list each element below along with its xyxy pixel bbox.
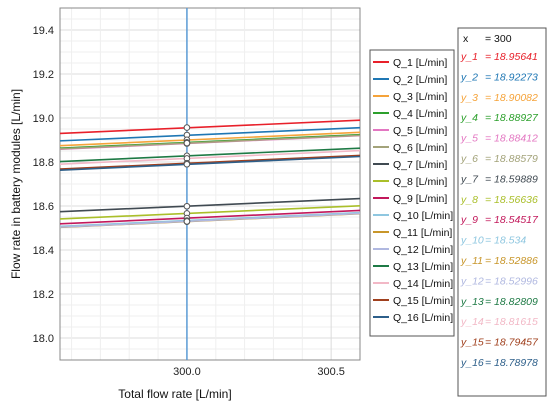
legend-label-q15: Q_15 [L/min] xyxy=(393,295,453,307)
y-tick-label: 18.6 xyxy=(33,201,54,213)
series-line-q6 xyxy=(59,134,361,150)
cursor-marker-1 xyxy=(183,124,191,131)
tick-labels: 18.0 18.2 18.4 18.6 18.8 19.0 19.2 19.4 300.0 300… xyxy=(33,25,345,378)
legend-label-q4: Q_4 [L/min] xyxy=(393,108,447,120)
legend-label-q2: Q_2 [L/min] xyxy=(393,74,447,86)
cursor-marker-12 xyxy=(183,218,191,225)
cursor-marker-16 xyxy=(183,160,191,168)
cursor-readout-label-15: y_15 xyxy=(460,337,484,349)
series-line-q15 xyxy=(59,154,361,170)
legend-label-q8: Q_8 [L/min] xyxy=(393,176,447,188)
x-axis-title: Total flow rate [L/min] xyxy=(118,387,231,401)
cursor-readout-label-14: y_14 xyxy=(460,316,484,328)
cursor-readout-value-1: = 18.95641 xyxy=(485,51,538,63)
y-tick-label: 19.4 xyxy=(33,25,54,37)
cursor-readout-label-6: y_6 xyxy=(460,153,478,165)
cursor-markers xyxy=(183,124,191,225)
series-line-q12 xyxy=(59,212,361,228)
plot-frame xyxy=(59,7,361,361)
legend-box xyxy=(369,49,455,337)
cursor-readout-value-11: = 18.52886 xyxy=(485,255,538,267)
cursor-readout-label-13: y_13 xyxy=(460,296,484,308)
series-line-q8 xyxy=(59,204,361,220)
cursor-x-label: x xyxy=(463,33,469,45)
legend-label-q9: Q_9 [L/min] xyxy=(393,193,447,205)
cursor-readout-value-16: = 18.78978 xyxy=(485,357,538,369)
x-tick-label: 300.0 xyxy=(173,366,201,378)
y-tick-label: 19.0 xyxy=(33,113,54,125)
y-axis-title: Flow rate in battery modules [L/min] xyxy=(9,89,23,279)
cursor-readout-value-3: = 18.90082 xyxy=(485,92,538,104)
cursor-readout-box xyxy=(457,27,547,397)
cursor-readout-label-8: y_8 xyxy=(460,194,478,206)
series-line-q7 xyxy=(59,197,361,213)
y-tick-label: 18.8 xyxy=(33,157,54,169)
y-tick-label: 18.4 xyxy=(33,245,54,257)
legend-label-q7: Q_7 [L/min] xyxy=(393,159,447,171)
cursor-readout-label-16: y_16 xyxy=(460,357,484,369)
legend-label-q12: Q_12 [L/min] xyxy=(393,244,453,256)
cursor-marker-6 xyxy=(183,139,191,147)
cursor-readout-label-5: y_5 xyxy=(460,133,478,145)
cursor-readout-label-2: y_2 xyxy=(460,71,478,83)
y-tick-label: 18.0 xyxy=(33,333,54,345)
legend-label-q1: Q_1 [L/min] xyxy=(393,57,447,69)
cursor-readout-label-12: y_12 xyxy=(460,275,484,287)
series-line-q2 xyxy=(59,126,361,142)
cursor-readout-label-11: y_11 xyxy=(460,255,483,267)
cursor-marker-7 xyxy=(183,202,191,210)
cursor-readout-value-4: = 18.88927 xyxy=(485,112,539,124)
cursor-readout-value-13: = 18.82809 xyxy=(485,296,538,308)
cursor-x-value: = 300 xyxy=(485,33,512,45)
cursor-readout-value-5: = 18.88412 xyxy=(485,133,538,145)
cursor-readout-label-9: y_9 xyxy=(460,214,478,226)
series-lines xyxy=(59,119,361,229)
series-line-q13 xyxy=(59,147,361,163)
cursor-readout: x = 300 y_1 = 18.95641 y_2 = 18.92273 y_3 = 18.… xyxy=(460,33,539,369)
cursor-readout-value-10: = 18.534 xyxy=(485,235,526,247)
cursor-readout-value-9: = 18.54517 xyxy=(485,214,539,226)
legend-label-q6: Q_6 [L/min] xyxy=(393,142,447,154)
cursor-readout-label-10: y_10 xyxy=(460,235,484,247)
cursor-readout-value-15: = 18.79457 xyxy=(485,337,539,349)
cursor-readout-value-8: = 18.56636 xyxy=(485,194,538,206)
legend-label-q5: Q_5 [L/min] xyxy=(393,125,447,137)
series-line-q9 xyxy=(59,209,361,225)
legend-label-q10: Q_10 [L/min] xyxy=(393,210,453,222)
series-line-q16 xyxy=(59,155,361,171)
series-line-q1 xyxy=(59,119,361,135)
cursor-readout-value-12: = 18.52996 xyxy=(485,275,538,287)
cursor-readout-value-6: = 18.88579 xyxy=(485,153,538,165)
y-tick-label: 18.2 xyxy=(33,289,54,301)
series-line-q3 xyxy=(59,131,361,147)
legend-label-q11: Q_11 [L/min] xyxy=(393,227,452,239)
legend-label-q16: Q_16 [L/min] xyxy=(393,312,453,324)
legend-label-q14: Q_14 [L/min] xyxy=(393,278,453,290)
x-tick-label: 300.5 xyxy=(317,366,345,378)
legend-label-q13: Q_13 [L/min] xyxy=(393,261,453,273)
cursor-readout-label-7: y_7 xyxy=(460,173,479,185)
cursor-readout-label-3: y_3 xyxy=(460,92,478,104)
series-line-q14 xyxy=(59,149,361,165)
series-line-q10 xyxy=(59,211,361,228)
cursor-readout-value-7: = 18.59889 xyxy=(485,173,538,185)
legend: Q_1 [L/min] Q_2 [L/min] Q_3 [L/min] Q_4 [L/… xyxy=(373,57,453,324)
cursor-readout-label-1: y_1 xyxy=(460,51,478,63)
cursor-readout-label-4: y_4 xyxy=(460,112,478,124)
legend-label-q3: Q_3 [L/min] xyxy=(393,91,447,103)
y-tick-label: 19.2 xyxy=(33,69,54,81)
cursor-readout-value-14: = 18.81615 xyxy=(485,316,538,328)
cursor-readout-value-2: = 18.92273 xyxy=(485,71,538,83)
